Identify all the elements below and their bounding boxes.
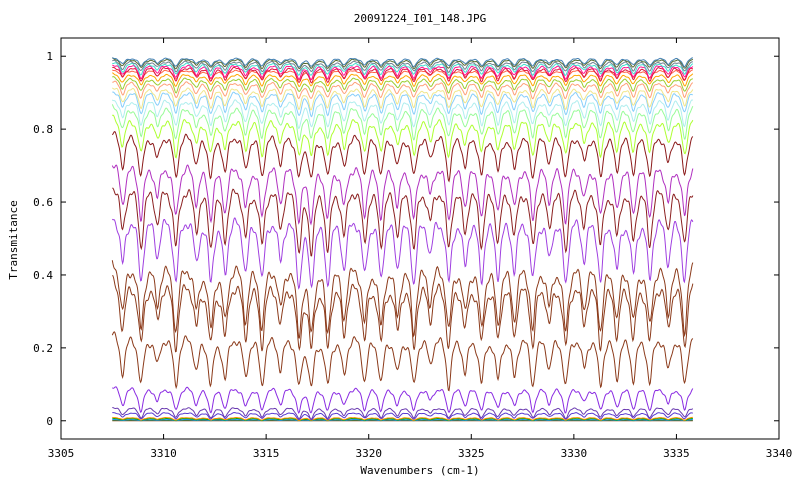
series-line [112,76,694,94]
x-tick-label: 3305 [48,447,75,460]
series-layer [111,57,694,422]
series-line [112,386,694,414]
series-line [111,87,694,111]
x-tick-label: 3340 [766,447,793,460]
y-tick-label: 0.8 [33,123,53,136]
series-line [112,80,694,101]
series-line [112,62,694,76]
series-line [112,91,693,118]
y-tick-label: 0 [46,415,53,428]
y-tick-label: 0.4 [33,269,53,282]
series-line [111,131,694,183]
series-line [111,104,694,142]
x-tick-label: 3315 [253,447,280,460]
series-line [112,412,693,421]
series-line [112,64,694,81]
x-axis-ticks: 3305 3310 3315 3320 3325 3330 3335 3340 [48,38,793,460]
y-tick-label: 0.2 [33,342,53,355]
y-tick-label: 0.6 [33,196,53,209]
y-axis-ticks: 0 0.2 0.4 0.6 0.8 1 [33,50,779,428]
x-axis-label: Wavenumbers (cm-1) [360,464,479,477]
series-line [112,416,693,421]
plot-frame [60,37,780,440]
series-line [111,164,694,226]
series-line [112,72,694,88]
x-tick-label: 3325 [458,447,485,460]
series-line [112,57,693,68]
x-tick-label: 3310 [150,447,177,460]
y-tick-label: 1 [46,50,53,63]
series-line [111,331,694,392]
series-line [112,187,694,257]
series-line [112,275,694,353]
x-tick-label: 3335 [663,447,690,460]
series-line [111,114,694,159]
series-line [112,59,693,73]
x-tick-label: 3330 [561,447,588,460]
chart-title: 20091224_I01_148.JPG [354,12,486,25]
x-tick-label: 3320 [355,447,382,460]
series-line [112,418,693,422]
series-line [111,99,694,130]
series-line [112,406,694,420]
series-line [112,66,693,84]
series-line [111,217,694,290]
series-line [111,260,694,339]
y-axis-label: Transmitance [7,200,20,279]
